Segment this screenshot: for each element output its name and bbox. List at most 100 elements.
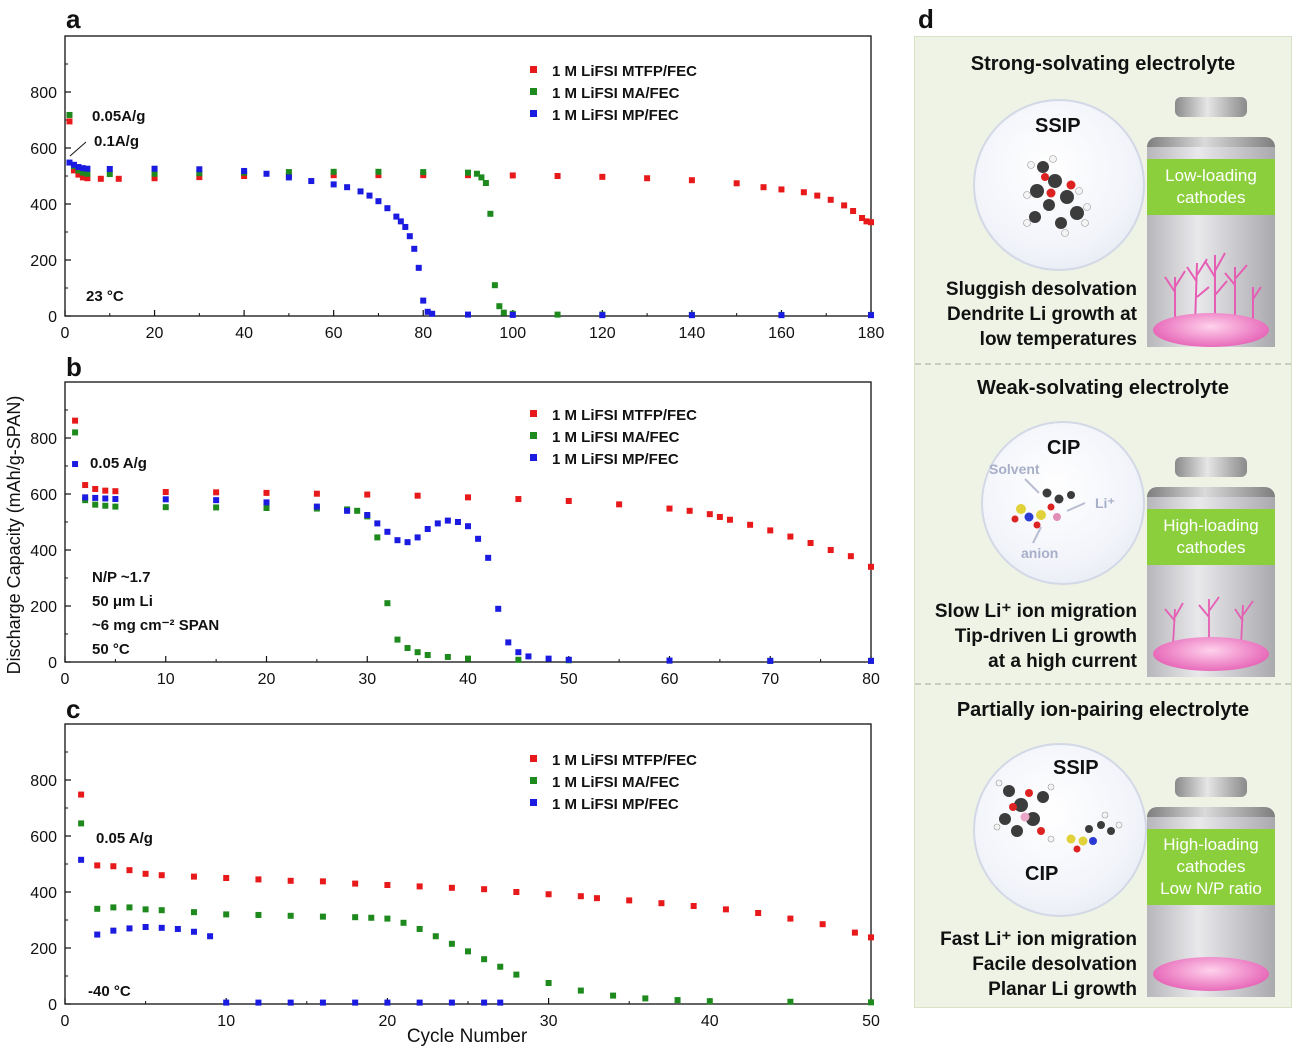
data-point-ma [432,933,439,940]
data-point-ma [416,925,423,932]
annotation-temp: 50 °C [92,641,130,658]
data-point-ma [384,915,391,922]
can-label-line: cathodes [1176,538,1246,557]
data-point-mtfp [851,929,858,936]
data-point-mp [505,639,512,646]
x-tick-label: 80 [414,325,432,342]
y-tick-label: 0 [48,997,57,1014]
data-point-mtfp [162,489,169,496]
data-point-mtfp [716,513,723,520]
legend-marker [530,66,537,73]
legend-marker [530,410,537,417]
data-point-mp [485,554,492,561]
x-tick-label: 10 [157,671,175,688]
x-tick-label: 180 [858,325,885,342]
data-point-ma [102,502,109,509]
section-text-line: Facile desolvation [972,954,1137,975]
data-point-mtfp [778,186,785,193]
legend-marker [530,110,537,117]
data-point-mtfp [190,873,197,880]
data-point-ma [75,167,82,174]
section-title-strong: Strong-solvating electrolyte [970,53,1236,75]
data-point-mtfp [850,208,857,214]
data-point-ma [368,914,375,921]
annotation-rate: 0.05 A/g [90,455,147,472]
battery-can-2: High-loading cathodes [1147,457,1275,683]
data-point-mtfp [807,540,814,546]
x-tick-label: 60 [661,671,679,688]
data-point-mtfp [733,180,740,187]
chart-panel-a: a 0 200 400 600 800 0 20 40 60 80 100 120 140 160 180 1 … [30,4,884,342]
data-point-mp [475,535,482,542]
data-point-ma [354,507,361,514]
can-label-line: Low N/P ratio [1160,879,1262,898]
data-point-mtfp [593,895,600,902]
data-point-ma [414,649,421,656]
data-point-mtfp [319,878,326,885]
data-point-mp [92,494,99,501]
data-point-mtfp [102,487,109,494]
data-point-mp [465,311,471,318]
data-point-mtfp [577,893,584,900]
data-point-mtfp [819,921,826,928]
chart-panel-c: c 0 200 400 600 800 0 10 20 30 40 50 1 M LiFSI MTFP/… [30,694,880,1030]
data-point-ma [515,656,522,663]
x-axis-label: Cycle Number [407,1026,528,1047]
annotation-rate1: 0.05A/g [92,108,145,125]
data-point-mp [287,999,294,1006]
data-point-mp [142,924,149,930]
annotation-np: N/P ~1.7 [92,569,151,586]
data-point-mp [767,657,774,664]
data-point-mtfp [79,174,86,181]
data-point-mtfp [481,886,488,893]
data-point-mtfp [868,219,874,226]
legend-label: 1 M LiFSI MA/FEC [552,774,680,791]
data-point-mp [416,999,423,1006]
can-label-line: cathodes [1176,188,1246,207]
data-point-mp [308,178,315,185]
data-point-mtfp [787,533,794,540]
data-point-mtfp [66,118,73,125]
y-tick-label: 800 [30,431,57,448]
data-point-ma [374,534,381,541]
legend-marker [530,799,537,806]
data-point-ma [577,987,584,994]
legend-label: 1 M LiFSI MP/FEC [552,451,679,468]
x-tick-label: 40 [459,671,477,688]
data-point-mp [313,503,320,510]
section-text-line: low temperatures [979,329,1137,350]
chart-panel-b: b 0 200 400 600 800 0 10 20 30 40 50 60 70 80 1 M LiFSI… [30,352,880,688]
data-point-mtfp [841,202,848,209]
data-point-mp [375,198,382,205]
annotation-li: 50 μm Li [92,593,153,610]
data-point-mp [82,494,89,501]
can-label-line: High-loading [1163,516,1259,535]
section-text-line: Slow Li⁺ ion migration [934,601,1137,622]
data-point-ma [465,169,471,176]
data-point-mp [102,495,109,502]
x-tick-label: 40 [235,325,253,342]
data-point-mp [778,312,785,319]
y-tick-label: 400 [30,197,57,214]
data-point-mp [84,165,91,172]
data-point-ma [94,905,101,912]
data-point-mp [263,499,270,506]
x-tick-label: 40 [701,1013,719,1030]
data-point-ma [352,914,359,921]
x-tick-label: 160 [768,325,795,342]
mixed-bubble [973,743,1147,917]
data-point-ma [394,636,401,643]
data-point-mtfp [313,490,320,497]
data-point-mp [285,174,292,181]
data-point-ma [79,169,86,176]
data-point-mp [357,188,364,195]
data-point-mp [106,166,113,172]
data-point-mp [78,856,85,863]
data-point-ma [448,940,455,947]
data-point-mp [525,653,532,660]
data-point-ma [478,174,485,181]
data-point-ma [285,169,292,176]
data-point-mp [207,933,214,940]
data-point-mp [454,519,461,525]
data-point-mp [344,507,351,514]
